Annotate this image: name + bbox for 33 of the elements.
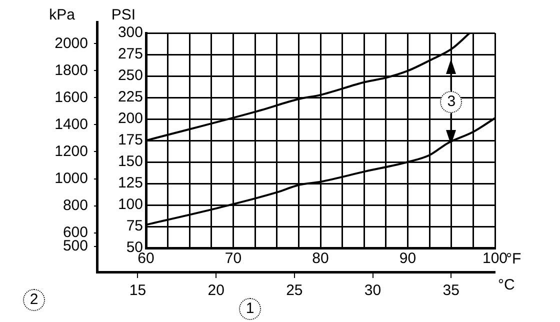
y2-tick-label: 2000 xyxy=(54,34,88,52)
x-tick-label: 70 xyxy=(224,250,242,268)
y-tick-label: 75 xyxy=(126,218,143,235)
y-tick-label: 100 xyxy=(118,196,143,214)
y-tick-label: 150 xyxy=(118,153,143,170)
x2-tick-label: 30 xyxy=(364,282,382,300)
y-tick-label: 250 xyxy=(118,67,143,84)
y2-tick-label: 1600 xyxy=(54,88,88,106)
text: 1 xyxy=(239,298,261,320)
x-tick-label: 90 xyxy=(399,250,416,268)
annotation: 3 xyxy=(440,90,462,113)
y2-tick-label: 1400 xyxy=(54,116,88,133)
x-tick-label: 80 xyxy=(312,250,329,268)
y-tick-label: 200 xyxy=(118,110,143,128)
y-tick-label: 300 xyxy=(118,24,143,42)
y2-axis-title: kPa xyxy=(49,6,76,24)
y-tick-label: 125 xyxy=(118,174,143,192)
x-axis-title: °F xyxy=(506,250,522,268)
x2-tick-label: 20 xyxy=(208,282,224,300)
x2-tick-label: 25 xyxy=(286,282,303,300)
x2-axis-title: °C xyxy=(498,276,515,294)
x-tick-label: 100 xyxy=(482,250,508,268)
y-tick-label: 275 xyxy=(118,46,143,63)
y-tick-label: 225 xyxy=(118,88,143,106)
y-tick-label: 175 xyxy=(118,132,143,149)
y2-tick-label: 1200 xyxy=(54,142,88,160)
y-axis-title: PSI xyxy=(111,6,136,24)
y2-tick-label: 1000 xyxy=(54,170,88,187)
x2-tick-label: 15 xyxy=(129,282,146,300)
y2-tick-label: 800 xyxy=(62,196,88,214)
y2-tick-label: 1800 xyxy=(54,62,88,79)
text: 2 xyxy=(23,289,45,311)
x2-tick-label: 35 xyxy=(442,282,460,300)
